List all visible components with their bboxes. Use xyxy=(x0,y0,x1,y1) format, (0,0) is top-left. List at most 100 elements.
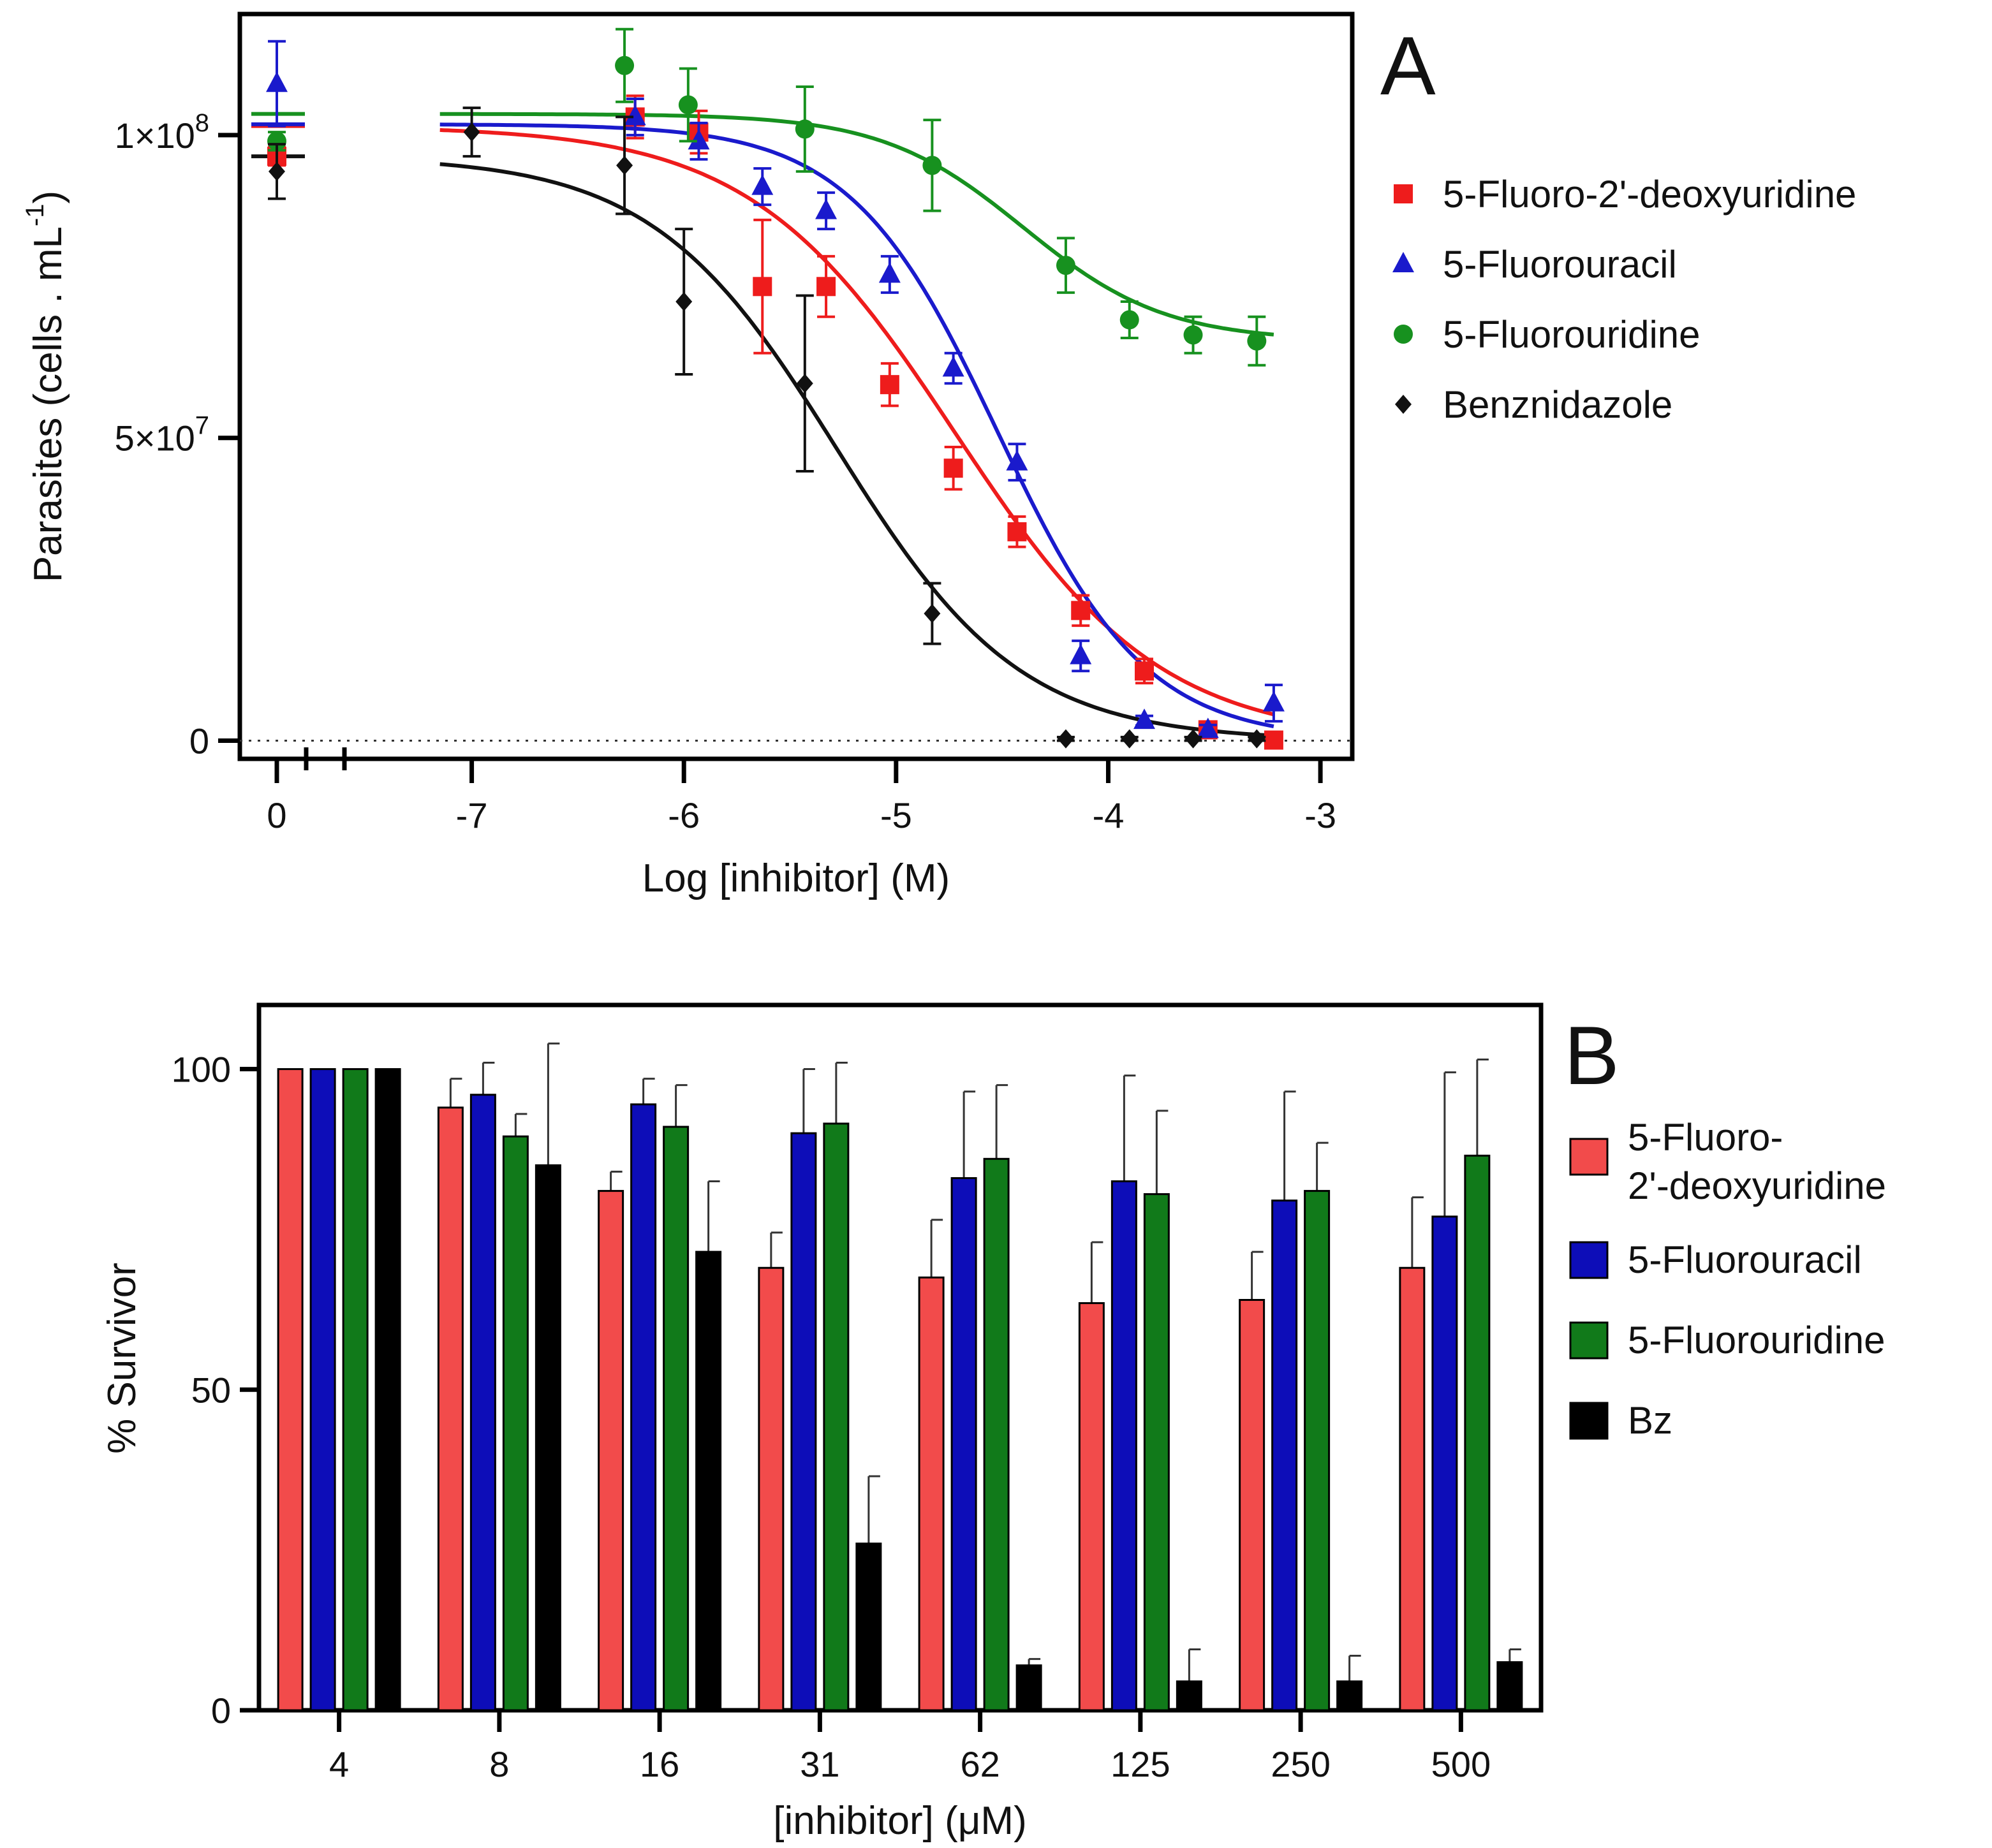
panel-b-x-tick-label-125: 125 xyxy=(1110,1744,1170,1784)
legend-label-5-fluorouridine-line-0: 5-Fluorouridine xyxy=(1628,1319,1885,1361)
point-5-fluorouridine-4 xyxy=(922,156,942,175)
point-5-fluorouridine-7 xyxy=(1183,325,1203,345)
panel-a-y-tick-label-2: 1×108 xyxy=(115,109,209,156)
panel-a-x-tick-label-2: -5 xyxy=(880,795,912,835)
panel-a-fit-curves xyxy=(251,112,1274,738)
point-5-fluoro-2-deoxyuridine-8 xyxy=(1071,601,1091,620)
panel-a-y-axis-title-main: Parasites (cells . mL xyxy=(26,226,70,582)
panel-a-x-tick-label-zero: 0 xyxy=(267,795,286,835)
point-benznidazole-4 xyxy=(796,374,813,393)
panel-b-letter: B xyxy=(1564,1009,1619,1102)
bar-5-fluorouridine-4 xyxy=(342,1068,369,1712)
point-benznidazole-0 xyxy=(269,161,285,181)
panel-a-y-axis-title-sup: -1 xyxy=(21,203,49,226)
legend-label-5-fluoro-2-deoxyuridine-line-1: 2'-deoxyuridine xyxy=(1628,1164,1886,1207)
point-5-fluorouridine-6 xyxy=(1119,310,1139,330)
panel-a-y-tick-label-0: 0 xyxy=(189,721,209,761)
bar-bz-8 xyxy=(535,1164,561,1712)
bar-bz-31 xyxy=(855,1543,882,1712)
legend-swatch-5-fluorouracil xyxy=(1569,1241,1609,1279)
panel-b-x-tick-label-31: 31 xyxy=(800,1744,839,1784)
panel-a-y-axis: 0 5×107 1×108 xyxy=(115,109,240,761)
point-5-fluoro-2-deoxyuridine-7 xyxy=(1007,522,1027,541)
legend-label-5-fluoro-2-deoxyuridine: 5-Fluoro-2'-deoxyuridine xyxy=(1443,173,1856,216)
panel-a-x-ticks: -7 -6 -5 -4 -3 xyxy=(456,759,1336,835)
panel-b-plot-frame xyxy=(256,1002,1544,1713)
bar-bz-500 xyxy=(1496,1661,1523,1712)
point-5-fluorouridine-3 xyxy=(795,119,815,139)
point-5-fluorouridine-0 xyxy=(267,131,286,151)
panel-a-y-tick-label-exp: 8 xyxy=(195,109,209,137)
bar-5-fluorouracil-250 xyxy=(1271,1199,1298,1712)
panel-a-x-tick-label-3: -4 xyxy=(1093,795,1125,835)
legend-marker-5-fluorouridine xyxy=(1394,325,1413,344)
point-5-fluorouracil-4 xyxy=(815,198,837,219)
bar-5-fluoro-2-deoxyuridine-31 xyxy=(758,1266,785,1712)
point-5-fluorouracil-8 xyxy=(1070,643,1092,664)
bar-5-fluorouridine-125 xyxy=(1143,1193,1170,1712)
point-benznidazole-9 xyxy=(1248,729,1265,749)
point-5-fluorouracil-9 xyxy=(1133,708,1156,730)
panel-b-y-axis: 0 50 100 xyxy=(172,1050,259,1731)
point-benznidazole-1 xyxy=(463,122,480,142)
panel-a-x-tick-label-4: -3 xyxy=(1304,795,1336,835)
panel-b-y-tick-label-1: 50 xyxy=(191,1370,231,1410)
panel-b-x-axis: 4 8 16 31 62 125 250 500 xyxy=(329,1710,1491,1784)
legend-swatch-bz xyxy=(1569,1402,1609,1440)
bar-5-fluorouridine-16 xyxy=(663,1126,690,1712)
point-5-fluorouracil-2 xyxy=(688,129,710,150)
legend-marker-5-fluoro-2-deoxyuridine xyxy=(1394,184,1413,203)
point-5-fluoro-2-deoxyuridine-5 xyxy=(880,375,899,395)
legend-swatch-5-fluoro-2-deoxyuridine xyxy=(1569,1138,1609,1176)
legend-label-5-fluorouridine: 5-Fluorouridine xyxy=(1443,313,1701,356)
legend-marker-benznidazole xyxy=(1395,395,1412,414)
point-benznidazole-5 xyxy=(924,604,941,624)
point-benznidazole-8 xyxy=(1184,729,1202,749)
bar-5-fluorouridine-8 xyxy=(502,1135,529,1712)
bar-5-fluoro-2-deoxyuridine-4 xyxy=(277,1068,304,1712)
point-5-fluorouridine-5 xyxy=(1056,256,1075,275)
panel-b-y-axis-title: % Survivor xyxy=(100,1263,144,1454)
panel-a-x-axis-title: Log [inhibitor] (M) xyxy=(642,856,950,900)
point-5-fluorouridine-2 xyxy=(678,95,698,115)
legend-label-5-fluorouracil-line-0: 5-Fluorouracil xyxy=(1628,1238,1862,1281)
fit-curve-5-fluoro-2-deoxyuridine xyxy=(439,128,1274,717)
legend-label-5-fluorouracil: 5-Fluorouracil xyxy=(1443,243,1677,286)
panel-a: 0 5×107 1×108 0 -7 -6 -5 -4 -3 Log [inhibitor]… xyxy=(21,11,1856,900)
bar-5-fluorouridine-62 xyxy=(983,1157,1010,1712)
bar-5-fluorouridine-31 xyxy=(823,1122,850,1712)
point-5-fluoro-2-deoxyuridine-6 xyxy=(943,458,963,478)
panel-a-x-tick-label-1: -6 xyxy=(668,795,700,835)
panel-b-y-tick-label-2: 100 xyxy=(172,1050,231,1090)
point-benznidazole-2 xyxy=(616,156,633,175)
point-5-fluorouracil-10 xyxy=(1197,717,1219,738)
point-5-fluorouracil-5 xyxy=(878,262,901,283)
panel-a-y-axis-title: Parasites (cells . mL-1) xyxy=(21,191,70,582)
panel-a-x-tick-label-0: -7 xyxy=(456,795,488,835)
point-5-fluorouridine-8 xyxy=(1247,331,1267,351)
bar-5-fluoro-2-deoxyuridine-250 xyxy=(1239,1299,1265,1712)
legend-swatch-5-fluorouridine xyxy=(1569,1321,1609,1360)
panel-b: 0 50 100 4 8 16 31 62 125 250 500 [inhibitor] (μM… xyxy=(100,1002,1886,1843)
point-5-fluoro-2-deoxyuridine-4 xyxy=(816,277,836,297)
bar-5-fluorouracil-16 xyxy=(630,1103,657,1712)
point-5-fluorouracil-7 xyxy=(1006,450,1028,471)
bar-5-fluorouridine-250 xyxy=(1304,1190,1331,1712)
bar-5-fluorouridine-500 xyxy=(1464,1154,1491,1712)
bar-5-fluoro-2-deoxyuridine-62 xyxy=(918,1276,945,1712)
point-5-fluorouracil-1 xyxy=(624,105,646,126)
fit-curve-5-fluorouridine xyxy=(439,112,1274,337)
point-5-fluoro-2-deoxyuridine-9 xyxy=(1135,661,1155,681)
panel-b-bars xyxy=(277,1042,1523,1712)
panel-b-x-tick-label-500: 500 xyxy=(1431,1744,1491,1784)
panel-b-x-tick-label-62: 62 xyxy=(960,1744,1000,1784)
panel-b-x-tick-label-16: 16 xyxy=(640,1744,679,1784)
point-5-fluorouracil-6 xyxy=(942,356,964,377)
panel-a-y-tick-label-base: 1×10 xyxy=(115,115,195,156)
bar-bz-125 xyxy=(1176,1680,1202,1712)
bar-5-fluorouracil-4 xyxy=(309,1068,336,1712)
panel-a-x-axis: 0 -7 -6 -5 -4 -3 xyxy=(240,747,1352,835)
bar-bz-4 xyxy=(374,1068,401,1712)
fit-curve-benznidazole xyxy=(439,162,1274,738)
